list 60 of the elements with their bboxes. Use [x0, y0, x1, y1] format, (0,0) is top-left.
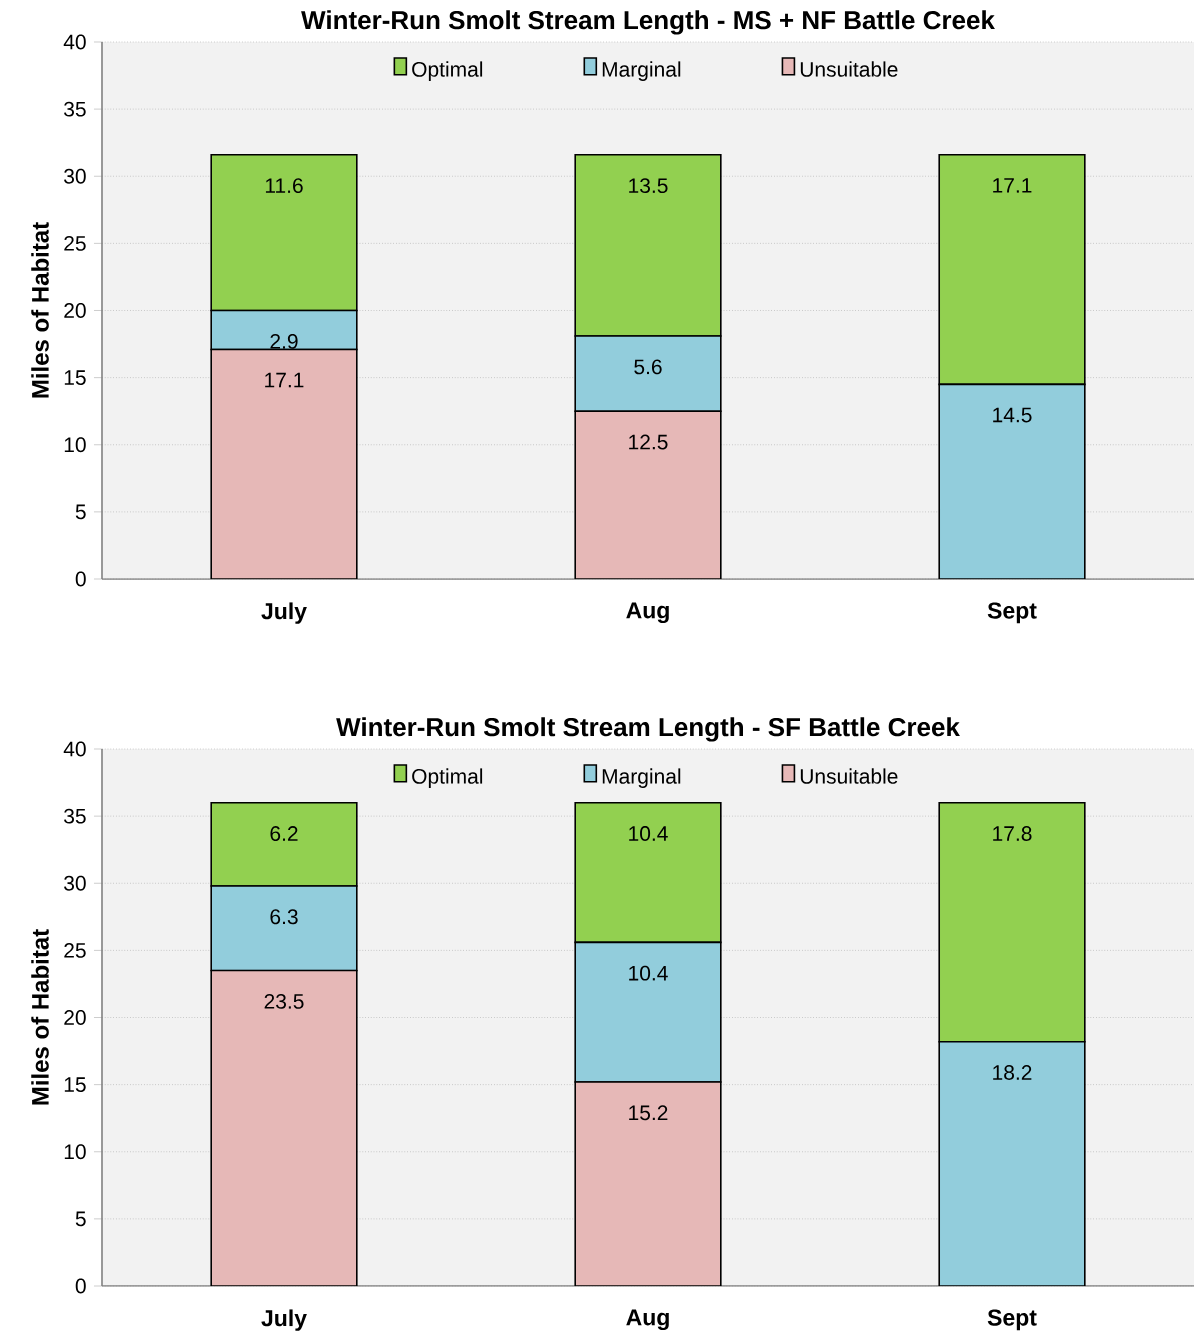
bar	[574, 335, 722, 412]
bar	[210, 309, 358, 351]
bar	[574, 410, 722, 579]
bar	[210, 348, 358, 579]
chart-title: Winter-Run Smolt Stream Length - SF Battle Creek	[336, 717, 960, 742]
y-tick-label: 30	[64, 875, 86, 891]
bar	[574, 1081, 722, 1287]
y-tick-label: 20	[64, 1010, 86, 1025]
data-label: 13.5	[629, 178, 668, 194]
y-tick-label: 5	[75, 504, 86, 520]
bar	[938, 383, 1086, 579]
data-label: 6.2	[270, 826, 298, 841]
data-label: 6.3	[270, 909, 298, 925]
data-label: 5.6	[634, 359, 662, 375]
y-tick-label: 10	[64, 437, 86, 453]
legend-label: Optimal	[412, 61, 483, 81]
data-label: 18.2	[993, 1065, 1032, 1080]
data-label: 10.4	[629, 965, 668, 981]
y-tick-label: 0	[75, 571, 86, 587]
y-tick-label: 40	[63, 34, 86, 50]
x-tick-label: Sept	[987, 1309, 1037, 1331]
data-label: 17.1	[265, 372, 304, 388]
y-tick-label: 20	[64, 303, 86, 318]
y-tick-label: 40	[63, 741, 86, 757]
y-tick-label: 5	[75, 1211, 86, 1227]
data-label: 23.5	[264, 993, 304, 1009]
y-axis-title: Miles of Habitat	[31, 222, 49, 398]
bar	[938, 1040, 1086, 1287]
data-label: 17.8	[993, 826, 1032, 841]
y-tick-label: 25	[64, 942, 86, 958]
bar	[574, 941, 722, 1083]
y-tick-label: 30	[64, 168, 86, 184]
x-tick-label: July	[261, 1309, 307, 1331]
x-tick-label: Aug	[626, 1309, 669, 1331]
data-label: 12.5	[629, 434, 668, 450]
legend-label: Optimal	[412, 768, 483, 788]
y-tick-label: 15	[64, 370, 86, 385]
y-tick-label: 15	[64, 1077, 86, 1092]
y-tick-label: 10	[64, 1144, 86, 1160]
bar	[210, 969, 358, 1287]
y-tick-label: 35	[64, 101, 86, 117]
data-label: 14.5	[993, 407, 1032, 423]
y-tick-label: 25	[64, 235, 86, 251]
x-tick-label: Sept	[987, 602, 1037, 624]
chart-title: Winter-Run Smolt Stream Length - MS + NF Battle Creek	[301, 10, 995, 35]
legend-label: Unsuitable	[800, 61, 898, 77]
legend-label: Unsuitable	[800, 768, 898, 784]
x-tick-label: Aug	[626, 602, 669, 624]
data-label: 10.4	[629, 826, 668, 841]
data-label: 15.2	[629, 1105, 668, 1121]
bar	[210, 885, 358, 972]
legend-label: Marginal	[602, 768, 681, 788]
x-tick-label: July	[261, 602, 307, 624]
legend-label: Marginal	[602, 61, 681, 81]
y-tick-label: 0	[75, 1278, 86, 1294]
data-label: 2.9	[270, 333, 298, 349]
data-label: 17.1	[993, 178, 1032, 193]
y-axis-title: Miles of Habitat	[31, 929, 49, 1105]
y-tick-label: 35	[64, 808, 86, 824]
data-label: 11.6	[265, 178, 303, 194]
